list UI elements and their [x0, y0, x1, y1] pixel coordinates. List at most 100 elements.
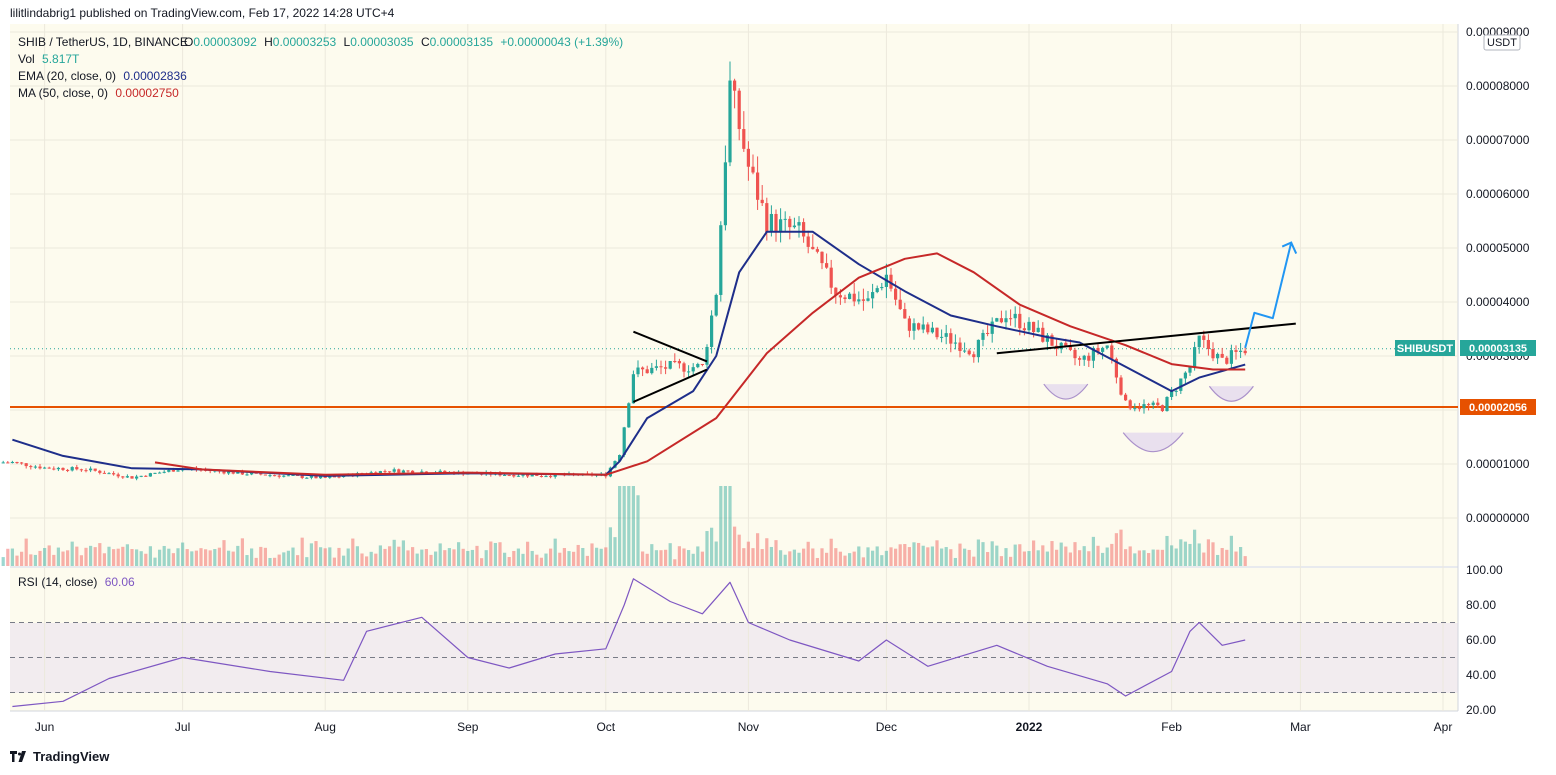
forecast-path: [1244, 242, 1293, 349]
volume-bar: [1216, 554, 1220, 566]
candle-body: [135, 476, 139, 479]
candle-body: [912, 323, 916, 331]
volume-bar: [944, 547, 948, 566]
candle-body: [986, 332, 990, 334]
volume-bar: [802, 548, 806, 566]
candle-body: [857, 299, 861, 302]
price-pane-background: [10, 24, 1458, 566]
candle-body: [1022, 328, 1026, 331]
volume-bar: [1234, 551, 1238, 566]
candle-body: [645, 369, 649, 374]
candle-body: [696, 363, 700, 368]
candle-body: [866, 298, 870, 301]
candle-body: [898, 299, 902, 310]
volume-bar: [1170, 545, 1174, 566]
candle-body: [1197, 335, 1201, 348]
candle-body: [999, 318, 1003, 323]
volume-bar: [107, 546, 111, 566]
time-axis-tick: Nov: [738, 720, 759, 734]
candle-body: [1041, 327, 1045, 342]
currency-badge[interactable]: USDT: [1483, 34, 1521, 51]
volume-bar: [125, 544, 129, 566]
legend-high-label: H: [264, 35, 273, 49]
candle-body: [1234, 350, 1238, 352]
pattern-arc[interactable]: [1122, 432, 1184, 453]
volume-bar: [305, 557, 309, 566]
candle-body: [907, 318, 911, 331]
candle-body: [1091, 347, 1095, 361]
pattern-arc[interactable]: [1208, 385, 1254, 402]
candle-body: [539, 476, 543, 478]
candle-body: [843, 297, 847, 300]
currency-badge-box: [1483, 34, 1521, 51]
volume-bar: [388, 546, 392, 566]
neckline-trendline[interactable]: [996, 322, 1296, 355]
volume-bar: [144, 553, 148, 566]
volume-bar: [884, 550, 888, 566]
volume-bar: [1110, 543, 1114, 566]
pattern-arc[interactable]: [1043, 383, 1089, 400]
candle-body: [921, 324, 925, 330]
time-axis-tick: Apr: [1434, 720, 1453, 734]
volume-bar: [682, 548, 686, 566]
candle-body: [38, 466, 42, 469]
volume-bar: [493, 542, 497, 566]
tradingview-footer[interactable]: TradingView: [10, 749, 109, 764]
volume-bar: [475, 545, 479, 566]
volume-bar: [84, 547, 88, 566]
volume-bar: [1022, 551, 1026, 566]
volume-bar: [1096, 545, 1100, 566]
candle-body: [700, 363, 704, 365]
volume-bar: [245, 555, 249, 566]
price-chart[interactable]: 0.000090000.000080000.000070000.00006000…: [0, 24, 1556, 744]
volume-bar: [595, 547, 599, 566]
volume-bar: [420, 549, 424, 566]
drawings[interactable]: [632, 241, 1298, 453]
candle-body: [682, 363, 686, 372]
candle-body: [880, 286, 884, 289]
candle-body: [1160, 405, 1164, 412]
candle-body: [608, 467, 612, 477]
volume-bar: [1225, 549, 1229, 566]
candle-body: [788, 218, 792, 228]
volume-bar: [940, 548, 944, 566]
volume-bar: [167, 548, 171, 566]
rsi-legend-value: 60.06: [105, 575, 135, 589]
candle-body: [107, 473, 111, 475]
volume-bar: [434, 551, 438, 566]
time-axis: Jun Jul Aug Sep Oct Nov Dec 2022 Feb Mar Apr: [35, 720, 1452, 734]
candle-body: [378, 471, 382, 474]
volume-bar: [958, 543, 962, 566]
candle-body: [811, 246, 815, 250]
candle-body: [737, 90, 741, 130]
volume-bar: [921, 545, 925, 566]
volume-bar: [337, 547, 341, 566]
volume-bar: [1211, 542, 1215, 566]
volume-bar: [222, 540, 226, 566]
volume-bar: [190, 551, 194, 566]
volume-bar: [489, 541, 493, 566]
candle-body: [953, 342, 957, 344]
candle-body: [705, 346, 709, 365]
volume-bar: [130, 549, 134, 566]
volume-bar: [181, 542, 185, 566]
candle-body: [1114, 358, 1118, 378]
candle-body: [958, 342, 962, 352]
volume-bar: [613, 537, 617, 566]
grid: [10, 24, 1458, 711]
volume-bar: [769, 546, 773, 566]
triangle-lower-trendline[interactable]: [632, 368, 708, 403]
candle-body: [1202, 335, 1206, 340]
candle-body: [1004, 318, 1008, 323]
volume-bar: [530, 550, 534, 566]
volume-bar: [889, 547, 893, 566]
price-axis-tick: 0.00008000: [1466, 79, 1530, 93]
volume-bar: [751, 548, 755, 566]
candle-body: [1050, 335, 1054, 346]
volume-bar: [75, 546, 79, 566]
legend-low-value: 0.00003035: [350, 35, 414, 49]
candle-body: [544, 476, 548, 478]
triangle-upper-trendline[interactable]: [633, 330, 708, 363]
candle-body: [227, 471, 231, 474]
rsi-axis: 100.00 80.00 60.00 40.00 20.00: [1466, 563, 1503, 717]
